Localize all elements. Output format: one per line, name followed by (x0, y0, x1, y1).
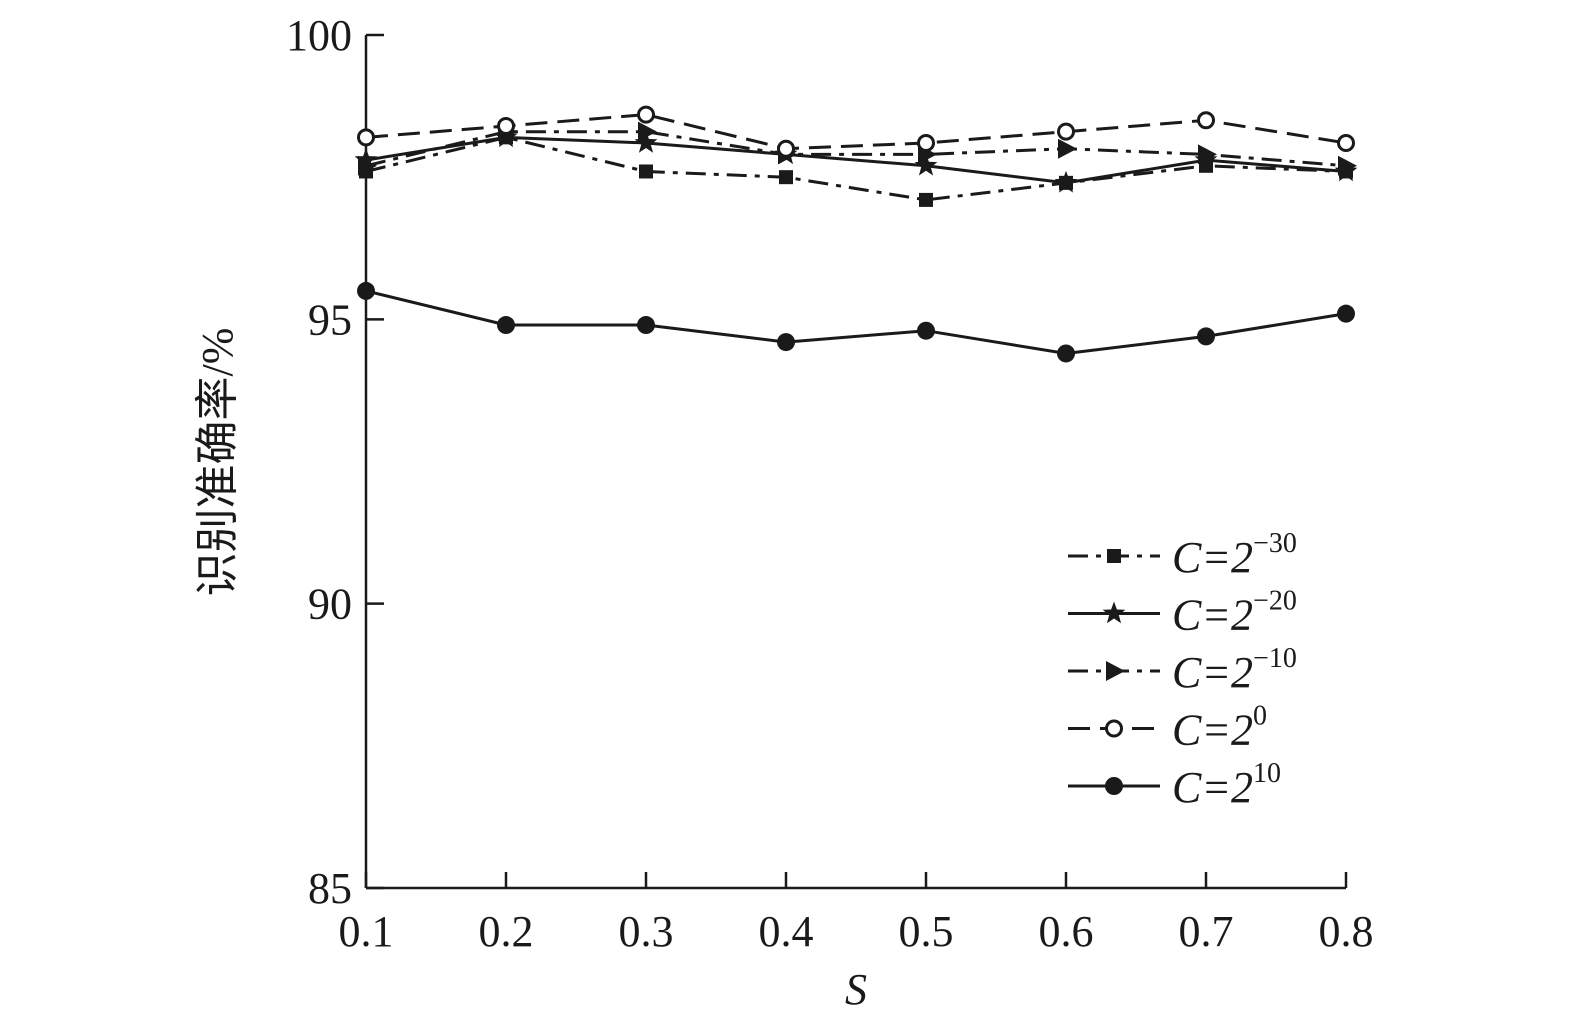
legend-label: C=210 (1172, 758, 1281, 812)
legend-label-base: C=2 (1172, 648, 1253, 697)
y-tick-label: 90 (308, 580, 352, 629)
data-point (354, 148, 378, 170)
legend-marker (1105, 777, 1123, 795)
data-point (639, 164, 653, 179)
data-point (777, 139, 795, 158)
data-point (357, 128, 375, 147)
legend-label: C=2−20 (1172, 586, 1297, 640)
legend-item: C=20 (1068, 701, 1267, 755)
series-line (365, 289, 1347, 356)
x-tick-label: 0.4 (759, 907, 814, 956)
y-tick-label: 85 (308, 864, 352, 913)
legend-label-exponent: −10 (1253, 643, 1297, 674)
x-tick-label: 0.3 (619, 907, 674, 956)
y-tick-label: 95 (308, 295, 352, 344)
legend-label-exponent: 10 (1253, 758, 1281, 789)
x-ticks: 0.1 0.2 0.3 0.4 0.5 0.6 0.7 0.8 (339, 872, 1374, 956)
legend-label: C=2−10 (1172, 643, 1297, 697)
x-axis-title: S (845, 965, 867, 1014)
x-tick-label: 0.5 (899, 907, 954, 956)
series-line (365, 130, 1347, 168)
data-point (1338, 155, 1357, 176)
data-point (777, 333, 795, 352)
legend-item: C=2−10 (1068, 643, 1297, 697)
x-tick-label: 0.2 (479, 907, 534, 956)
legend-marker (1107, 549, 1121, 563)
y-tick-label: 100 (286, 11, 352, 60)
data-point (1057, 122, 1075, 141)
series-3 (357, 105, 1355, 158)
x-tick-label: 0.1 (339, 907, 394, 956)
series-line (365, 135, 1347, 202)
legend-label: C=20 (1172, 701, 1267, 755)
data-point (1057, 344, 1075, 363)
data-point (1337, 134, 1355, 153)
legend-label-exponent: −20 (1253, 586, 1297, 617)
x-tick-label: 0.8 (1319, 907, 1374, 956)
data-point (919, 192, 933, 207)
data-point (497, 316, 515, 335)
legend-label-base: C=2 (1172, 591, 1253, 640)
y-axis-title: 识别准确率/% (193, 328, 242, 597)
y-ticks: 85 90 95 100 (286, 11, 384, 913)
data-point (1058, 138, 1077, 159)
data-point (637, 316, 655, 335)
series-group (354, 105, 1358, 363)
data-point (638, 121, 657, 142)
data-point (634, 131, 658, 153)
series-line (365, 113, 1347, 151)
legend-item: C=2−20 (1068, 586, 1297, 640)
legend-label-base: C=2 (1172, 533, 1253, 582)
data-point (1198, 144, 1217, 165)
data-point (779, 170, 793, 185)
legend-item: C=2−30 (1068, 528, 1297, 582)
legend: C=2−30C=2−20C=2−10C=20C=210 (1068, 528, 1297, 812)
data-point (1197, 111, 1215, 130)
data-point (637, 105, 655, 124)
legend-marker (1105, 719, 1123, 738)
data-point (358, 155, 377, 176)
legend-item: C=210 (1068, 758, 1281, 812)
data-point (1197, 327, 1215, 346)
legend-label-base: C=2 (1172, 763, 1253, 812)
data-point (914, 153, 938, 176)
data-point (1054, 170, 1078, 193)
legend-label-exponent: −30 (1253, 528, 1297, 559)
data-point (917, 134, 935, 153)
legend-label-base: C=2 (1172, 706, 1253, 755)
data-point (357, 281, 375, 300)
legend-marker (1102, 601, 1126, 624)
series-line (365, 135, 1347, 185)
series-4 (357, 281, 1355, 363)
legend-marker (1106, 661, 1125, 681)
data-point (1337, 304, 1355, 323)
data-point (917, 321, 935, 340)
x-tick-label: 0.6 (1039, 907, 1094, 956)
data-point (497, 116, 515, 135)
legend-label: C=2−30 (1172, 528, 1297, 582)
legend-label-exponent: 0 (1253, 701, 1267, 732)
x-tick-label: 0.7 (1179, 907, 1234, 956)
